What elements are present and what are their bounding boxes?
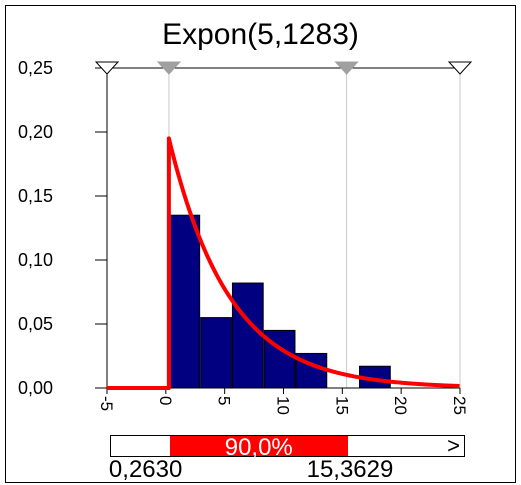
x-tick-label: 25: [450, 396, 469, 415]
histogram-bar: [200, 317, 232, 389]
probability-band-fill: [169, 436, 348, 456]
x-tick-label: 20: [391, 396, 410, 415]
probability-band-percent: 90,0%: [224, 434, 293, 461]
x-tick-label: 5: [215, 396, 234, 405]
y-tick-label: 0,10: [18, 250, 53, 270]
histogram-bar: [231, 282, 264, 389]
x-tick-label: 0: [156, 396, 175, 405]
x-tick-label: 10: [274, 396, 293, 415]
y-tick-label: 0,00: [18, 378, 53, 398]
axis-end-marker-icon: [94, 61, 120, 75]
delimiter-handle-icon: [156, 61, 182, 75]
histogram-bar: [168, 214, 201, 389]
density-curve: [107, 136, 461, 390]
greater-than-icon: >: [447, 433, 460, 458]
left-delimiter-value[interactable]: 0,2630: [108, 456, 183, 483]
y-tick-label: 0,05: [18, 314, 53, 334]
y-tick-label: 0,20: [18, 122, 53, 142]
chart-title: Expon(5,1283): [162, 18, 359, 51]
x-tick-label: 15: [332, 396, 351, 415]
y-tick-label: 0,25: [18, 58, 53, 78]
x-tick-label: -5: [97, 396, 116, 411]
y-tick-label: 0,15: [18, 186, 53, 206]
right-delimiter-value[interactable]: 15,3629: [306, 456, 394, 483]
delimiter-handle-icon: [334, 61, 359, 75]
probability-band[interactable]: 90,0% >: [110, 433, 465, 461]
axis-end-marker-icon: [447, 61, 473, 75]
chart-frame: [5, 5, 516, 483]
